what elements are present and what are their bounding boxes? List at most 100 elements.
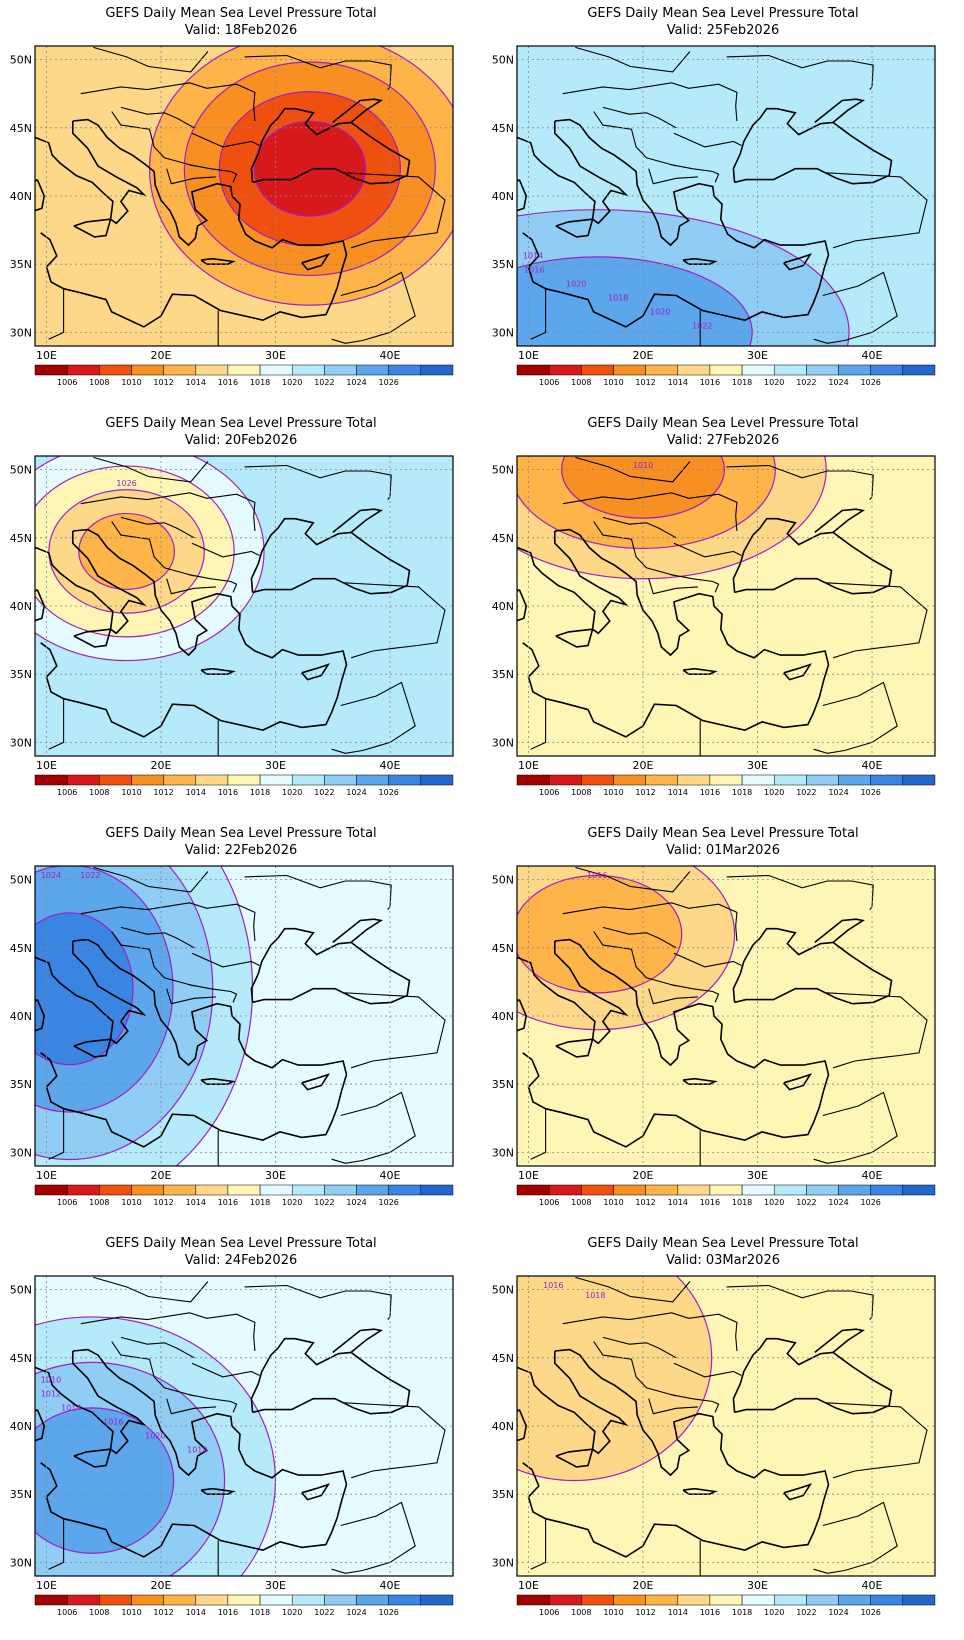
country-border bbox=[111, 931, 195, 987]
map-frame bbox=[516, 455, 936, 757]
lat-label: 50N bbox=[10, 1284, 32, 1297]
colorbar-label: 1014 bbox=[186, 378, 206, 387]
coastline bbox=[200, 1487, 236, 1495]
colorbar-swatch bbox=[741, 1184, 775, 1196]
coastline bbox=[517, 1408, 528, 1442]
coastline bbox=[301, 253, 331, 271]
coastline bbox=[522, 938, 830, 1148]
colorbar-swatch bbox=[66, 774, 100, 786]
country-border bbox=[80, 1312, 256, 1352]
colorbar-label: 1008 bbox=[89, 788, 109, 797]
country-border bbox=[813, 271, 898, 344]
colorbar-swatch bbox=[420, 364, 454, 376]
colorbar-label: 1008 bbox=[571, 1608, 591, 1617]
panel-valid-date: Valid: 03Mar2026 bbox=[666, 1253, 780, 1268]
lon-label: 30E bbox=[747, 349, 768, 362]
panel-title: GEFS Daily Mean Sea Level Pressure Total bbox=[587, 6, 859, 21]
colorbar-label: 1006 bbox=[57, 1198, 77, 1207]
colorbar-swatch bbox=[420, 1184, 454, 1196]
lat-label: 50N bbox=[10, 464, 32, 477]
colorbar-swatch bbox=[99, 774, 132, 786]
country-border bbox=[166, 168, 216, 185]
lon-label: 20E bbox=[150, 1169, 171, 1182]
colorbar-label: 1024 bbox=[346, 1608, 366, 1617]
colorbar-swatch bbox=[806, 774, 839, 786]
colorbar-label: 1020 bbox=[282, 1608, 302, 1617]
map-frame bbox=[34, 45, 454, 347]
coastline bbox=[40, 528, 348, 738]
colorbar-swatch bbox=[291, 364, 325, 376]
lon-label: 40E bbox=[862, 1169, 883, 1182]
colorbar-swatch bbox=[356, 364, 389, 376]
lat-label: 45N bbox=[10, 532, 32, 545]
country-border bbox=[344, 172, 446, 249]
pressure-band bbox=[517, 874, 683, 994]
lon-label: 40E bbox=[380, 1169, 401, 1182]
lon-label: 20E bbox=[632, 1169, 653, 1182]
country-border bbox=[562, 902, 738, 942]
coastline bbox=[517, 178, 528, 212]
coastline bbox=[682, 1487, 718, 1495]
coastline bbox=[522, 1348, 830, 1558]
coastline bbox=[517, 1351, 629, 1455]
colorbar-swatch bbox=[645, 1594, 679, 1606]
panel-valid-date: Valid: 22Feb2026 bbox=[184, 843, 298, 858]
country-border bbox=[80, 82, 256, 122]
colorbar-swatch bbox=[548, 1594, 582, 1606]
colorbar-label: 1024 bbox=[828, 378, 848, 387]
contour-label: 1018 bbox=[608, 294, 628, 303]
colorbar-swatch bbox=[259, 774, 293, 786]
lon-label: 30E bbox=[265, 1169, 286, 1182]
lat-label: 35N bbox=[10, 668, 32, 681]
country-border bbox=[813, 681, 898, 754]
lat-label: 35N bbox=[492, 1488, 514, 1501]
coastline bbox=[73, 218, 112, 238]
colorbar-swatch bbox=[677, 364, 711, 376]
contour-label: 1020 bbox=[566, 280, 586, 289]
coastline bbox=[517, 941, 629, 1045]
colorbar-label: 1008 bbox=[89, 378, 109, 387]
colorbar-swatch bbox=[548, 774, 582, 786]
panel-title: GEFS Daily Mean Sea Level Pressure Total bbox=[587, 826, 859, 841]
colorbar-label: 1012 bbox=[153, 788, 173, 797]
coastline bbox=[783, 663, 813, 681]
coastline bbox=[555, 1448, 594, 1468]
colorbar-swatch bbox=[131, 1594, 164, 1606]
coastline bbox=[783, 253, 813, 271]
coastline bbox=[783, 1073, 813, 1091]
country-border bbox=[344, 1402, 446, 1479]
coastline bbox=[682, 667, 718, 675]
pressure-band bbox=[253, 120, 367, 217]
coastline bbox=[555, 628, 594, 648]
lat-label: 45N bbox=[492, 1352, 514, 1365]
panel-valid-date: Valid: 20Feb2026 bbox=[184, 433, 298, 448]
country-border bbox=[670, 574, 720, 593]
lon-label: 10E bbox=[36, 349, 57, 362]
country-border bbox=[648, 988, 698, 1005]
country-border bbox=[48, 698, 65, 750]
contour-label: 1014 bbox=[61, 1403, 81, 1412]
colorbar-label: 1016 bbox=[218, 1608, 238, 1617]
map-frame bbox=[34, 865, 454, 1167]
coastline bbox=[250, 517, 411, 595]
colorbar-swatch bbox=[227, 364, 261, 376]
colorbar-swatch bbox=[388, 364, 422, 376]
lat-label: 45N bbox=[492, 532, 514, 545]
coastline bbox=[814, 1328, 866, 1354]
colorbar-swatch bbox=[838, 774, 871, 786]
lon-label: 40E bbox=[862, 759, 883, 772]
colorbar-label: 1022 bbox=[314, 1608, 334, 1617]
contour-label: 1018 bbox=[585, 1291, 605, 1300]
colorbar-swatch bbox=[34, 1594, 68, 1606]
contour-label: 1016 bbox=[543, 1281, 563, 1290]
colorbar-swatch bbox=[516, 774, 550, 786]
colorbar-swatch bbox=[613, 774, 646, 786]
colorbar-label: 1018 bbox=[250, 1198, 270, 1207]
coastline bbox=[301, 663, 331, 681]
colorbar-swatch bbox=[227, 1184, 261, 1196]
coastline bbox=[332, 918, 384, 944]
colorbar-label: 1008 bbox=[89, 1608, 109, 1617]
colorbar-swatch bbox=[870, 364, 904, 376]
pressure-map: 10141016102010181020102250N45N40N35N30N1… bbox=[492, 45, 936, 387]
